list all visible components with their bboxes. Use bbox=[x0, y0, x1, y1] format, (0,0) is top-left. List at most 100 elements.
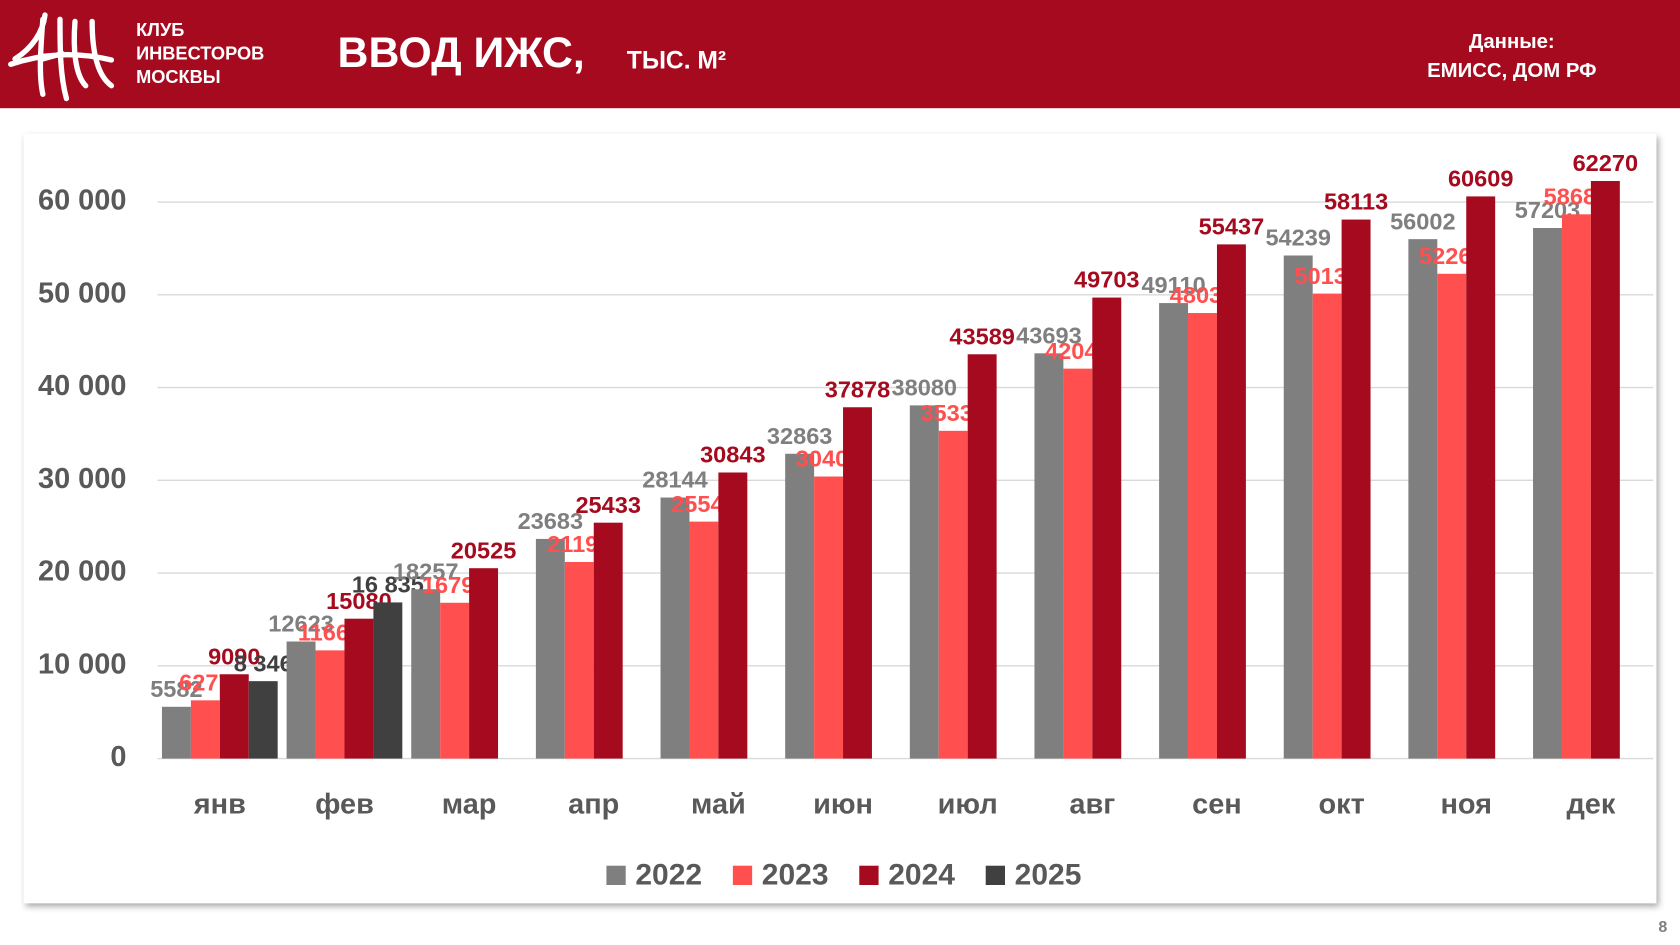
y-tick-label: 60 000 bbox=[38, 185, 126, 217]
bar bbox=[1561, 214, 1591, 759]
x-tick-label: мар bbox=[442, 788, 497, 820]
x-tick-label: сен bbox=[1192, 788, 1242, 820]
bar bbox=[1092, 297, 1122, 759]
bar bbox=[1283, 255, 1313, 759]
legend-label: 2022 bbox=[635, 858, 702, 891]
x-tick-label: окт bbox=[1318, 788, 1364, 820]
x-tick-label: янв bbox=[193, 788, 246, 820]
bar bbox=[315, 650, 345, 759]
y-tick-label: 20 000 bbox=[38, 556, 126, 588]
value-label: 37878 bbox=[825, 376, 891, 402]
bar bbox=[689, 521, 719, 759]
legend-swatch bbox=[985, 865, 1005, 885]
bar bbox=[469, 568, 499, 759]
legend-swatch bbox=[606, 865, 626, 885]
value-label: 38080 bbox=[892, 375, 958, 401]
bar bbox=[373, 602, 403, 759]
bar bbox=[843, 407, 872, 759]
value-label: 5582 bbox=[150, 676, 202, 702]
logo-text: МОСКВЫ bbox=[136, 67, 221, 87]
title-unit: ТЫС. М² bbox=[627, 48, 726, 75]
bar bbox=[785, 453, 815, 759]
bar bbox=[1437, 273, 1467, 759]
page-number: 8 bbox=[1658, 918, 1667, 936]
bar bbox=[1466, 196, 1496, 759]
header-band bbox=[0, 0, 1680, 109]
bar bbox=[219, 674, 249, 759]
value-label: 60609 bbox=[1448, 166, 1514, 192]
bar bbox=[1590, 181, 1620, 759]
bar bbox=[1216, 244, 1246, 759]
legend-label: 2024 bbox=[888, 858, 955, 891]
bar bbox=[814, 476, 844, 759]
bar bbox=[190, 700, 220, 759]
legend-label: 2023 bbox=[762, 858, 829, 891]
x-tick-label: июн bbox=[813, 788, 873, 820]
x-tick-label: дек bbox=[1566, 788, 1615, 820]
bar bbox=[248, 681, 278, 759]
value-label: 18257 bbox=[393, 558, 459, 584]
bar bbox=[1188, 313, 1217, 759]
y-tick-label: 10 000 bbox=[38, 648, 126, 680]
x-tick-label: ноя bbox=[1440, 788, 1492, 820]
bar bbox=[593, 522, 623, 759]
legend-swatch bbox=[732, 865, 753, 885]
legend-swatch bbox=[859, 865, 879, 885]
y-tick-label: 40 000 bbox=[38, 370, 126, 402]
bar bbox=[967, 354, 997, 759]
x-tick-label: май bbox=[691, 788, 746, 820]
title: ВВОД ИЖС, bbox=[338, 29, 585, 77]
bar bbox=[535, 538, 565, 759]
y-tick-label: 30 000 bbox=[38, 463, 126, 495]
logo bbox=[8, 12, 115, 102]
value-label: 49110 bbox=[1141, 272, 1205, 298]
bar bbox=[718, 472, 748, 759]
bar bbox=[1034, 353, 1064, 759]
bar bbox=[1159, 303, 1189, 759]
value-label: 56002 bbox=[1390, 208, 1456, 234]
bar bbox=[344, 618, 374, 759]
bar bbox=[1063, 368, 1093, 759]
bar bbox=[564, 561, 594, 759]
bar bbox=[440, 602, 470, 759]
legend-label: 2025 bbox=[1015, 858, 1082, 891]
bar bbox=[938, 430, 968, 759]
x-tick-label: фев bbox=[315, 788, 374, 820]
source: ЕМИСС, ДОМ РФ bbox=[1427, 60, 1596, 82]
y-tick-label: 50 000 bbox=[38, 277, 126, 309]
plot: 0 10 000 20 000 30 000 40 000 50 000 60 000 янв… bbox=[38, 150, 1654, 891]
bar bbox=[909, 405, 939, 759]
value-label: 32863 bbox=[767, 423, 833, 449]
bar bbox=[1408, 239, 1438, 759]
bar bbox=[1533, 228, 1562, 759]
x-tick-label: июл bbox=[938, 788, 998, 820]
value-label: 55437 bbox=[1199, 214, 1265, 240]
value-label: 20525 bbox=[451, 537, 517, 563]
value-label: 43693 bbox=[1016, 322, 1082, 348]
y-tick-label: 0 bbox=[110, 741, 126, 773]
bar bbox=[286, 641, 316, 759]
bar bbox=[1312, 293, 1342, 759]
bar bbox=[411, 589, 441, 759]
value-label: 25433 bbox=[575, 492, 641, 518]
value-label: 8 346 bbox=[234, 650, 293, 676]
value-label: 62270 bbox=[1573, 150, 1639, 176]
value-label: 28144 bbox=[642, 467, 708, 493]
value-label: 12623 bbox=[268, 611, 334, 637]
value-label: 9090 bbox=[208, 643, 260, 669]
x-tick-label: авг bbox=[1069, 788, 1115, 820]
logo-text: ИНВЕСТОРОВ bbox=[136, 43, 264, 63]
value-label: 54239 bbox=[1265, 225, 1331, 251]
value-label: 49703 bbox=[1074, 267, 1140, 293]
value-label: 58113 bbox=[1324, 189, 1388, 215]
logo-text: КЛУБ bbox=[136, 20, 184, 40]
bar bbox=[161, 706, 191, 759]
source-label: Данные: bbox=[1469, 31, 1555, 53]
bar bbox=[660, 497, 690, 759]
bar bbox=[1341, 219, 1371, 759]
value-label: 43589 bbox=[949, 323, 1015, 349]
value-label: 23683 bbox=[518, 508, 584, 534]
x-tick-label: апр bbox=[568, 788, 619, 820]
